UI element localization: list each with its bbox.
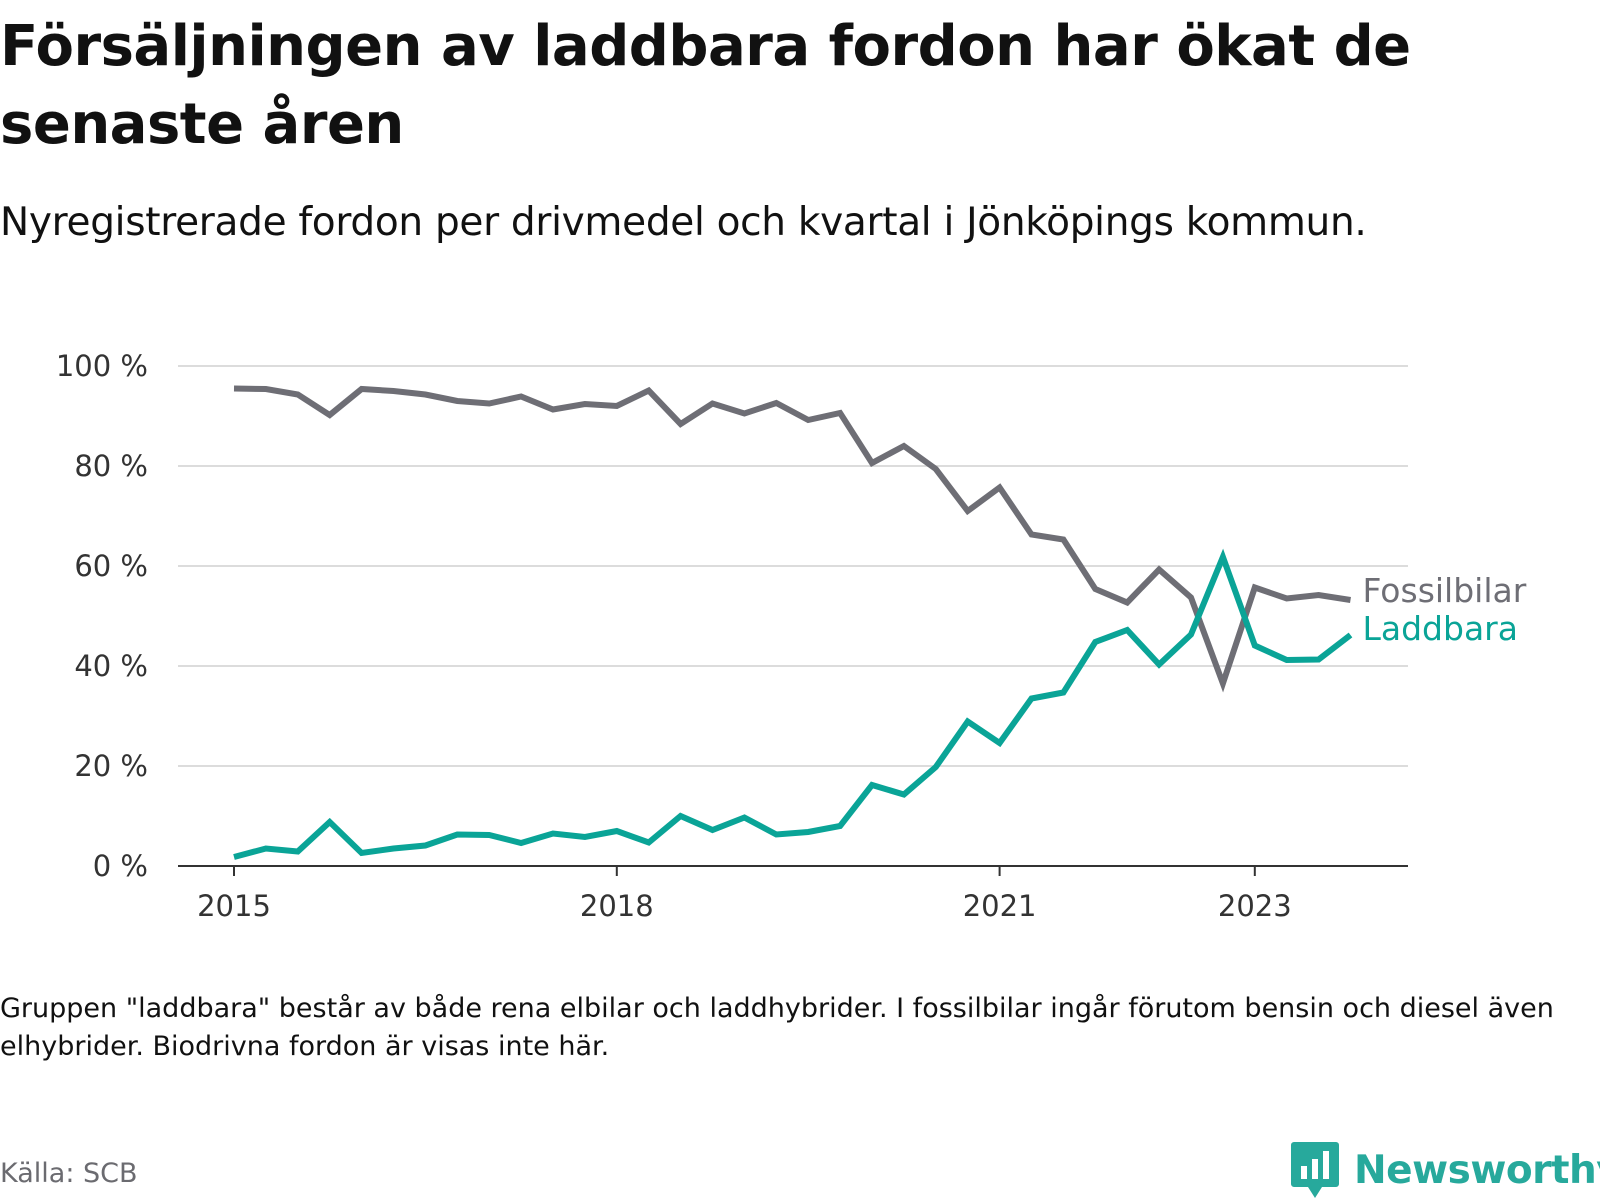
chart-subtitle: Nyregistrerade fordon per drivmedel och … [0,200,1367,245]
y-tick-label: 100 % [56,349,148,383]
series-line-fossilbilar [233,385,1351,693]
x-axis-tick-labels: 2015 2018 2021 2023 [197,889,1292,923]
y-tick-label: 40 % [74,649,148,683]
series-label-fossilbilar: Fossilbilar [1363,571,1527,610]
x-tick-label: 2018 [580,889,654,923]
chart-footnote: Gruppen "laddbara" består av både rena e… [0,993,1554,1062]
newsworthy-logo[interactable]: Newsworthy [1290,1140,1600,1200]
x-tick-label: 2023 [1218,889,1292,923]
x-tick-label: 2021 [963,889,1037,923]
x-axis [178,865,1408,876]
y-tick-label: 60 % [74,549,148,583]
y-tick-label: 0 % [93,849,148,883]
series-lines [233,385,1353,860]
y-tick-label: 20 % [74,749,148,783]
series-label-laddbara: Laddbara [1363,609,1518,648]
chart-title: Försäljningen av laddbara fordon har öka… [0,14,1411,157]
y-axis-tick-labels: 0 % 20 % 40 % 60 % 80 % 100 % [56,349,148,883]
line-chart: 0 % 20 % 40 % 60 % 80 % 100 % 2015 2018 2021 202… [56,349,1527,923]
source-text: Källa: SCB [0,1158,138,1189]
x-tick-label: 2015 [197,889,271,923]
y-tick-label: 80 % [74,449,148,483]
series-line-laddbara [233,548,1353,860]
gridlines [178,365,1408,767]
newsworthy-logo-icon [1291,1142,1339,1198]
brand-name: Newsworthy [1354,1147,1600,1193]
